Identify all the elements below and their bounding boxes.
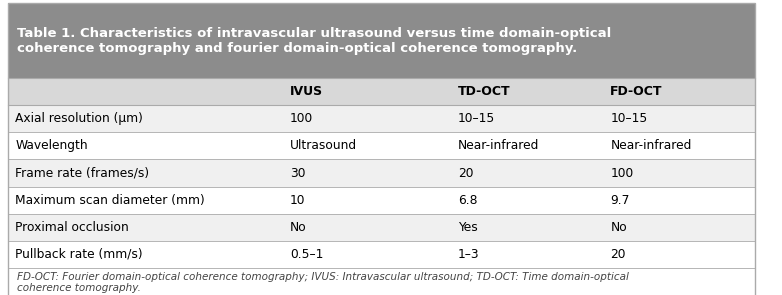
Text: TD-OCT: TD-OCT (457, 85, 511, 98)
FancyBboxPatch shape (8, 268, 755, 295)
FancyBboxPatch shape (8, 105, 755, 132)
Text: Ultrasound: Ultrasound (290, 140, 357, 153)
Text: 30: 30 (290, 166, 306, 179)
FancyBboxPatch shape (8, 186, 755, 214)
Text: Wavelength: Wavelength (16, 140, 88, 153)
Text: 10–15: 10–15 (457, 112, 495, 125)
FancyBboxPatch shape (8, 3, 755, 78)
Text: 10: 10 (290, 194, 306, 206)
Text: Table 1. Characteristics of intravascular ultrasound versus time domain-optical
: Table 1. Characteristics of intravascula… (16, 27, 611, 55)
Text: 100: 100 (610, 166, 633, 179)
FancyBboxPatch shape (8, 160, 755, 186)
Text: Near-infrared: Near-infrared (610, 140, 691, 153)
Text: FD-OCT: FD-OCT (610, 85, 663, 98)
Text: 20: 20 (457, 166, 473, 179)
Text: 0.5–1: 0.5–1 (290, 248, 323, 261)
FancyBboxPatch shape (8, 214, 755, 241)
Text: Axial resolution (μm): Axial resolution (μm) (16, 112, 143, 125)
Text: Yes: Yes (457, 221, 478, 234)
Text: 6.8: 6.8 (457, 194, 477, 206)
FancyBboxPatch shape (8, 241, 755, 268)
Text: 10–15: 10–15 (610, 112, 647, 125)
Text: Proximal occlusion: Proximal occlusion (16, 221, 129, 234)
Text: 1–3: 1–3 (457, 248, 479, 261)
Text: Near-infrared: Near-infrared (457, 140, 539, 153)
Text: 20: 20 (610, 248, 626, 261)
Text: No: No (610, 221, 627, 234)
Text: IVUS: IVUS (290, 85, 323, 98)
Text: 9.7: 9.7 (610, 194, 630, 206)
Text: No: No (290, 221, 307, 234)
Text: FD-OCT: Fourier domain-optical coherence tomography; IVUS: Intravascular ultraso: FD-OCT: Fourier domain-optical coherence… (16, 272, 629, 294)
FancyBboxPatch shape (8, 132, 755, 160)
Text: Pullback rate (mm/s): Pullback rate (mm/s) (16, 248, 143, 261)
FancyBboxPatch shape (8, 78, 755, 105)
Text: Maximum scan diameter (mm): Maximum scan diameter (mm) (16, 194, 205, 206)
Text: 100: 100 (290, 112, 313, 125)
Text: Frame rate (frames/s): Frame rate (frames/s) (16, 166, 149, 179)
